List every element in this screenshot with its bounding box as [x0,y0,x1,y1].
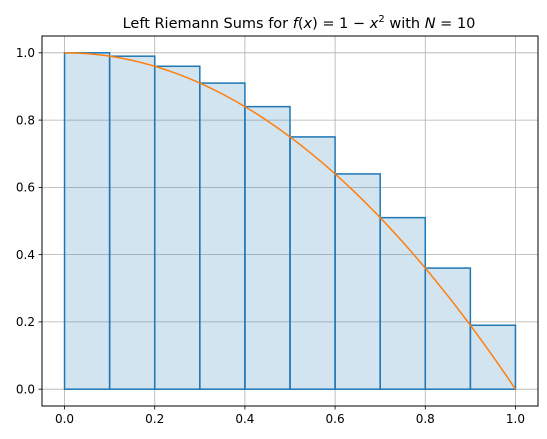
riemann-rectangles [63,52,517,390]
riemann-bar [63,52,111,390]
chart-title: Left Riemann Sums for f(x) = 1 − x2 with… [123,14,476,32]
plot-frame [41,35,539,407]
x-tick-label: 1.0 [506,412,525,426]
riemann-bar [244,105,291,390]
x-tick-label: 0.8 [416,412,435,426]
riemann-bar [379,216,427,390]
y-tick-label: 0.2 [16,315,35,329]
x-tick-label: 0.0 [55,412,74,426]
riemann-bar [289,136,336,390]
y-tick-label: 0.8 [16,113,35,127]
riemann-bar [153,65,201,390]
function-curve-group [64,52,517,390]
x-tick-label: 0.6 [326,412,345,426]
axis-ticks: 0.0 0.2 0.4 0.6 0.8 1.0 0.0 0.2 0.4 0.6 0.8 1.0 [16,46,525,426]
riemann-bar [334,173,381,390]
x-tick-label: 0.4 [235,412,254,426]
function-curve [64,52,517,390]
x-tick-label: 0.2 [145,412,164,426]
y-tick-label: 1.0 [16,46,35,60]
riemann-bar [199,82,246,390]
y-tick-label: 0.4 [16,248,35,262]
riemann-bar [424,267,472,390]
y-tick-label: 0.0 [16,382,35,396]
y-tick-label: 0.6 [16,181,35,195]
riemann-bar [108,55,156,390]
